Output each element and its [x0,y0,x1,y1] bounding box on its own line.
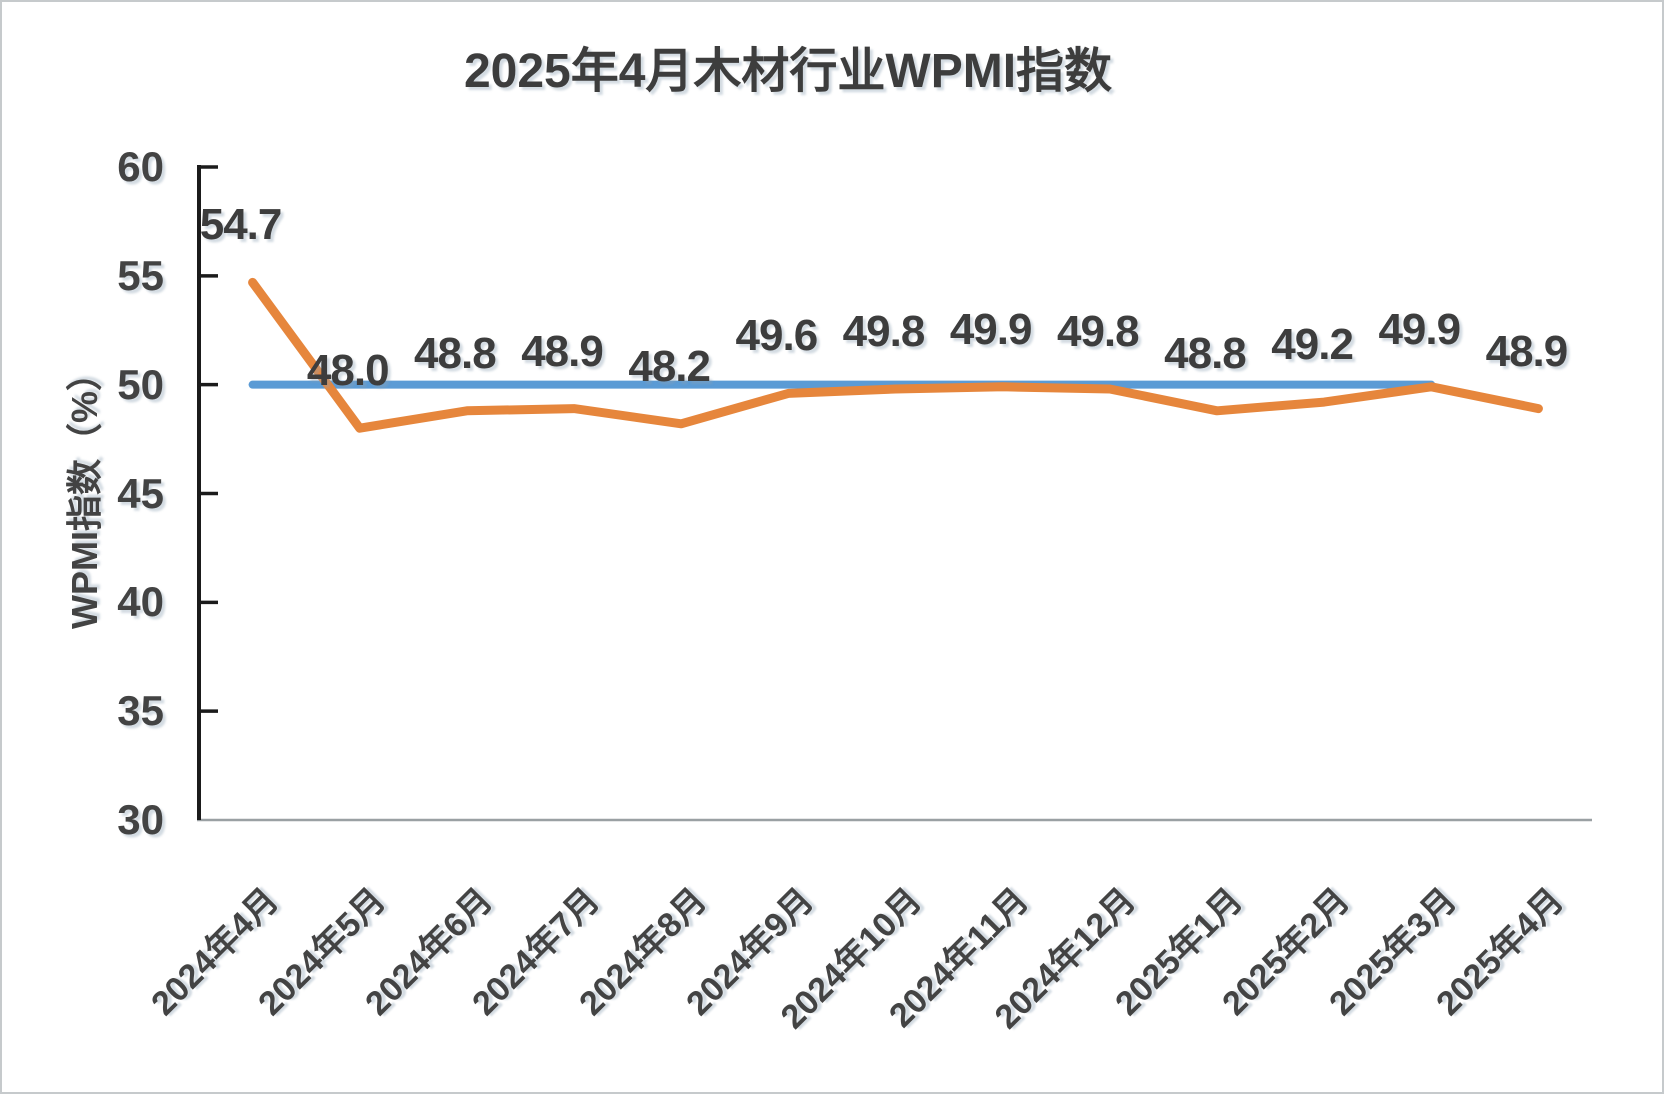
data-label: 54.7 [199,200,283,250]
y-tick-label: 45 [117,469,164,517]
y-tick-label: 40 [117,578,164,626]
chart-title: 2025年4月木材行业WPMI指数 [463,45,1113,98]
data-label: 49.8 [842,307,926,357]
data-label: 48.2 [628,341,711,391]
y-tick-label: 50 [117,360,164,408]
wpmi-series-line [248,277,1543,433]
data-label: 49.9 [1378,304,1461,354]
data-label: 48.9 [1485,326,1569,376]
y-tick-label: 35 [117,687,164,735]
y-tick-label: 60 [117,143,164,190]
data-label: 49.6 [735,311,819,361]
data-label: 49.2 [1271,320,1354,370]
data-label: 49.9 [949,304,1033,354]
data-label: 48.0 [306,346,390,396]
data-label: 48.8 [1164,328,1247,378]
data-label: 49.8 [1056,307,1140,357]
data-label: 48.9 [521,326,604,376]
y-tick-label: 30 [117,796,164,843]
data-label: 48.8 [414,328,497,378]
y-tick-label: 55 [117,251,164,299]
